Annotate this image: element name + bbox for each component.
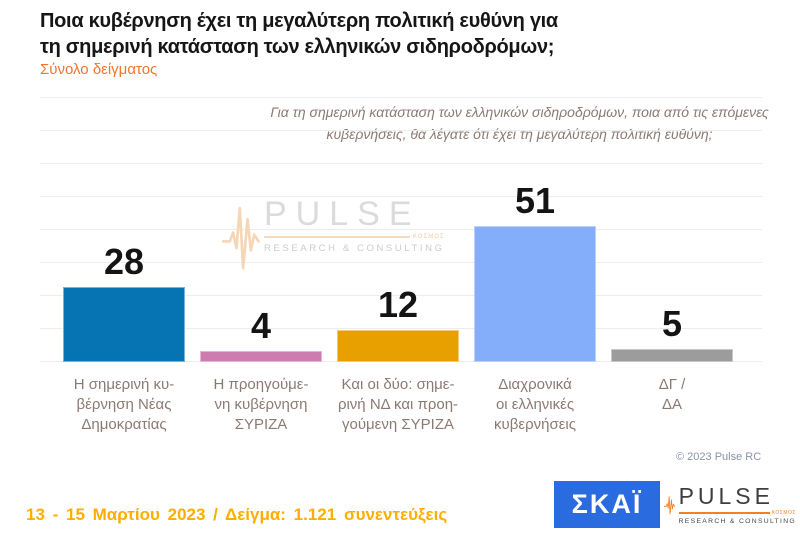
pulse-watermark-name: PULSE [264,195,421,233]
bar-chart-plot-area: 28 4 12 51 5 [40,97,762,362]
pulse-waveform-icon [664,496,676,515]
bar-value-label: 12 [377,284,419,325]
fieldwork-sample-note: 13 - 15 Μαρτίου 2023 / Δείγμα: 1.121 συν… [26,505,448,524]
category-label: Και οι δύο: σημε- ρινή ΝΔ και προη- γούμ… [337,376,459,433]
pulse-watermark: PULSE ΚΟΣΜΟΣ RESEARCH & CONSULTING [222,197,445,273]
bar-value-label: 5 [661,303,683,344]
pulse-waveform-icon [222,206,260,270]
bar-value-label: 4 [250,305,272,346]
bar-greek-governments-over-time [474,226,596,362]
bar-current-nd-government [63,287,185,362]
category-label: Η σημερινή κυ- βέρνηση Νέας Δημοκρατίας [73,376,175,433]
watermark-rule [264,236,411,238]
skai-logo-text: ΣΚΑΪ [571,489,643,519]
bar-previous-syriza-government [200,351,322,362]
sample-subtitle: Σύνολο δείγματος [40,61,158,78]
category-label: Η προηγούμε- νη κυβέρνηση ΣΥΡΙΖΑ [213,376,309,433]
pulse-logo-tagline: RESEARCH & CONSULTING [678,518,796,525]
pulse-watermark-small-text: ΚΟΣΜΟΣ [413,234,445,240]
bar-value-label: 51 [514,180,556,221]
pulse-logo: PULSE ΚΟΣΜΟΣ RESEARCH & CONSULTING [664,480,796,530]
pulse-watermark-tagline: RESEARCH & CONSULTING [264,243,445,254]
pulse-logo-name: PULSE [678,483,774,509]
skai-logo: ΣΚΑΪ [554,481,660,528]
pulse-logo-rule [678,512,770,514]
bar-both-governments [337,330,459,362]
bar-value-label: 28 [103,241,145,282]
bar-dont-know-no-answer [611,349,733,362]
copyright-text: © 2023 Pulse RC [676,451,762,463]
category-label: Διαχρονικά οι ελληνικές κυβερνήσεις [494,376,576,433]
category-label: ΔΓ / ΔΑ [658,376,686,413]
page-title: Ποια κυβέρνηση έχει τη μεγαλύτερη πολιτι… [40,10,558,58]
pulse-logo-small-text: ΚΟΣΜΟΣ [771,510,796,516]
